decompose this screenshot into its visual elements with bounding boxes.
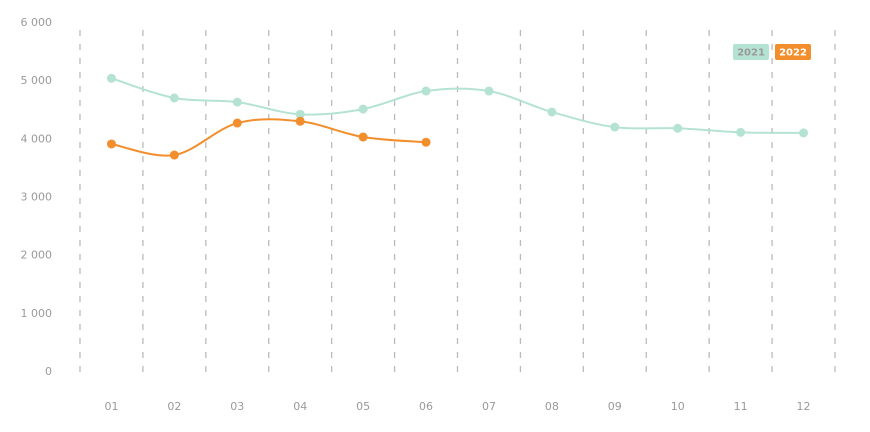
point [358,132,368,142]
point [799,128,809,138]
x-tick-label: 03 [230,400,244,413]
legend: 2021 2022 [733,44,811,60]
point [673,123,683,133]
y-tick-label: 6 000 [21,16,53,29]
x-tick-label: 05 [356,400,370,413]
y-tick-label: 4 000 [21,132,53,145]
x-tick-label: 10 [671,400,685,413]
point [547,107,557,117]
point [106,73,116,83]
legend-swatch [775,44,811,60]
x-tick-label: 01 [104,400,118,413]
point [610,122,620,132]
y-tick-label: 5 000 [21,74,53,87]
x-tick-label: 09 [608,400,622,413]
legend-label: 2022 [779,48,807,59]
point [484,86,494,96]
x-tick-label: 02 [167,400,181,413]
point [421,86,431,96]
x-tick-label: 04 [293,400,307,413]
point [736,127,746,137]
y-tick-label: 2 000 [21,249,53,262]
point [295,116,305,126]
y-tick-label: 1 000 [21,307,53,320]
point [232,118,242,128]
legend-label: 2021 [737,48,765,59]
point [169,93,179,103]
legend-swatch [733,44,769,60]
point [169,150,179,160]
x-tick-label: 11 [734,400,748,413]
x-tick-label: 06 [419,400,433,413]
point [232,97,242,107]
x-tick-label: 07 [482,400,496,413]
point [358,104,368,114]
y-tick-label: 3 000 [21,191,53,204]
point [106,139,116,149]
x-tick-label: 08 [545,400,559,413]
y-tick-label: 0 [45,365,52,378]
point [421,137,431,147]
point [295,109,305,119]
x-tick-label: 12 [797,400,811,413]
line [111,118,427,157]
